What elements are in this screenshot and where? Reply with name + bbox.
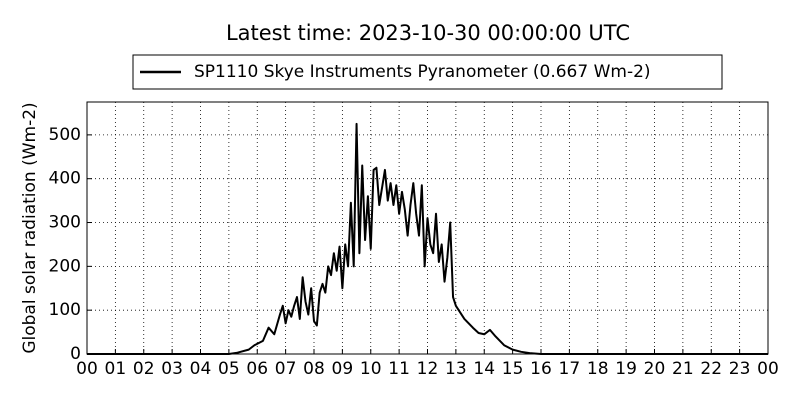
chart-title: Latest time: 2023-10-30 00:00:00 UTC bbox=[226, 21, 630, 45]
x-tick-label: 15 bbox=[502, 359, 524, 379]
y-tick-label: 200 bbox=[49, 256, 81, 276]
x-tick-label: 21 bbox=[672, 359, 694, 379]
x-tick-label: 16 bbox=[530, 359, 552, 379]
x-tick-label: 05 bbox=[218, 359, 240, 379]
y-tick-label: 500 bbox=[49, 125, 81, 145]
x-tick-label: 13 bbox=[445, 359, 467, 379]
x-tick-label: 00 bbox=[76, 359, 98, 379]
x-tick-label: 04 bbox=[190, 359, 212, 379]
x-tick-label: 17 bbox=[559, 359, 581, 379]
y-tick-label: 300 bbox=[49, 213, 81, 233]
x-tick-label: 20 bbox=[644, 359, 666, 379]
x-tick-label: 02 bbox=[133, 359, 155, 379]
x-tick-label: 08 bbox=[303, 359, 325, 379]
x-tick-label: 01 bbox=[105, 359, 127, 379]
legend-box bbox=[132, 54, 723, 90]
y-tick-label: 0 bbox=[70, 344, 81, 364]
x-tick-label: 12 bbox=[417, 359, 439, 379]
y-tick-label: 400 bbox=[49, 169, 81, 189]
x-tick-label: 09 bbox=[332, 359, 354, 379]
x-tick-label: 10 bbox=[360, 359, 382, 379]
x-tick-label: 23 bbox=[729, 359, 751, 379]
x-tick-label: 22 bbox=[700, 359, 722, 379]
x-tick-label: 03 bbox=[161, 359, 183, 379]
y-axis-label: Global solar radiation (Wm-2) bbox=[20, 102, 40, 353]
x-tick-label: 19 bbox=[615, 359, 637, 379]
x-tick-label: 07 bbox=[275, 359, 297, 379]
legend-label: SP1110 Skye Instruments Pyranometer (0.6… bbox=[194, 62, 651, 82]
x-tick-label: 18 bbox=[587, 359, 609, 379]
y-tick-label: 100 bbox=[49, 300, 81, 320]
x-tick-label: 11 bbox=[388, 359, 410, 379]
x-tick-label: 06 bbox=[246, 359, 268, 379]
x-tick-label: 00 bbox=[757, 359, 779, 379]
x-tick-label: 14 bbox=[473, 359, 495, 379]
data-line bbox=[87, 122, 768, 355]
